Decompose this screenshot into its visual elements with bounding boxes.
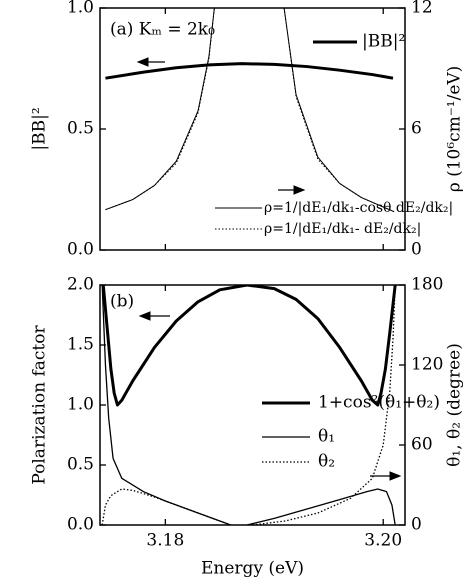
y-tick-label: 0.5 xyxy=(67,119,94,139)
series-line xyxy=(105,62,394,80)
x-tick-label: 3.18 xyxy=(146,531,184,551)
y-tick-label: 1.5 xyxy=(67,335,94,355)
y2-tick-label: 60 xyxy=(411,435,433,455)
legend-label: 1+cos²(θ₁+θ₂) xyxy=(318,393,440,413)
y2-tick-label: 12 xyxy=(411,0,433,18)
y-axis-label: Polarization factor xyxy=(30,325,50,485)
series-line xyxy=(101,285,396,525)
legend-label: θ₂ xyxy=(318,452,335,472)
y-tick-label: 1.0 xyxy=(67,0,94,18)
series-line xyxy=(101,285,396,525)
y2-axis-label: ρ (10⁶cm⁻¹/eV) xyxy=(445,66,465,193)
y-tick-label: 0.0 xyxy=(67,240,94,260)
panel-annotation: (a) Kₘ = 2k₀ xyxy=(110,20,215,40)
panel-annotation: (b) xyxy=(110,292,134,312)
legend-label: ρ=1/|dE₁/dk₁-cosθ dE₂/dk₂| xyxy=(264,200,453,216)
y-tick-label: 0.5 xyxy=(67,455,94,475)
arrows xyxy=(136,57,402,481)
y-tick-label: 2.0 xyxy=(67,275,94,295)
y2-tick-label: 180 xyxy=(411,275,443,295)
y2-tick-label: 6 xyxy=(411,119,422,139)
x-axis-label: Energy (eV) xyxy=(201,559,304,578)
plot-area xyxy=(101,285,397,525)
series-line xyxy=(101,285,397,407)
legend-label: θ₁ xyxy=(318,427,335,447)
y-tick-label: 1.0 xyxy=(67,395,94,415)
legend-label: ρ=1/|dE₁/dk₁- dE₂/dk₂| xyxy=(264,221,421,237)
plot-area xyxy=(105,8,395,213)
x-tick-label: 3.20 xyxy=(364,531,402,551)
series-line xyxy=(105,8,395,213)
y2-tick-label: 0 xyxy=(411,515,422,535)
y2-axis-label: θ₁, θ₂ (degree) xyxy=(445,343,465,467)
y2-tick-label: 0 xyxy=(411,240,422,260)
legend-label: |BB|² xyxy=(362,32,405,52)
y-tick-label: 0.0 xyxy=(67,515,94,535)
y-axis-label: |BB|² xyxy=(30,107,50,150)
y2-tick-label: 120 xyxy=(411,355,443,375)
